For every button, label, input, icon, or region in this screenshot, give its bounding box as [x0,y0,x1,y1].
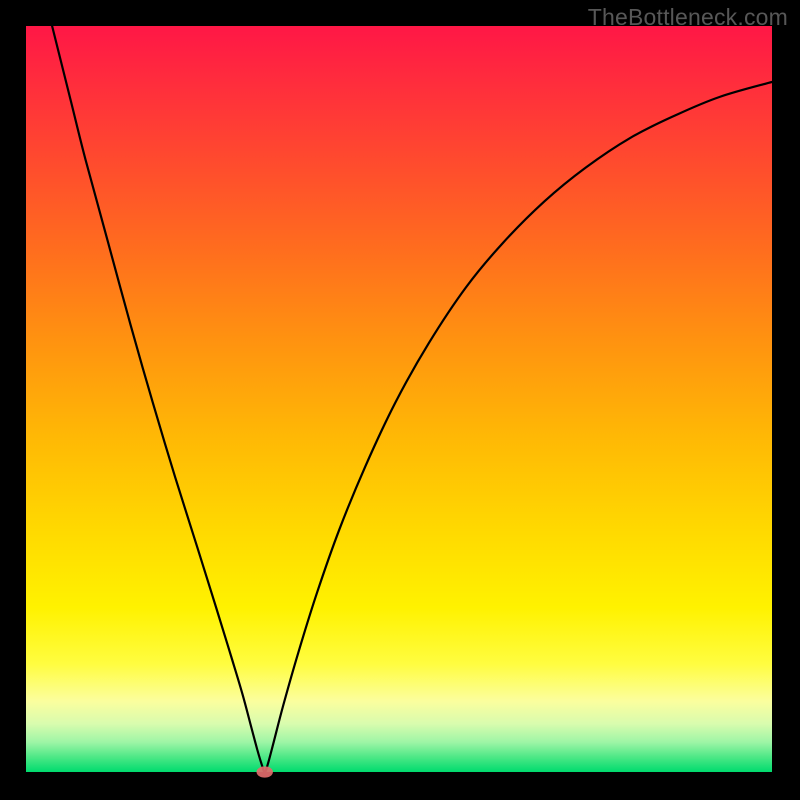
minimum-marker [257,766,273,777]
watermark-text: TheBottleneck.com [588,4,788,31]
plot-background [26,26,772,772]
bottleneck-curve-chart [0,0,800,800]
chart-container: TheBottleneck.com [0,0,800,800]
